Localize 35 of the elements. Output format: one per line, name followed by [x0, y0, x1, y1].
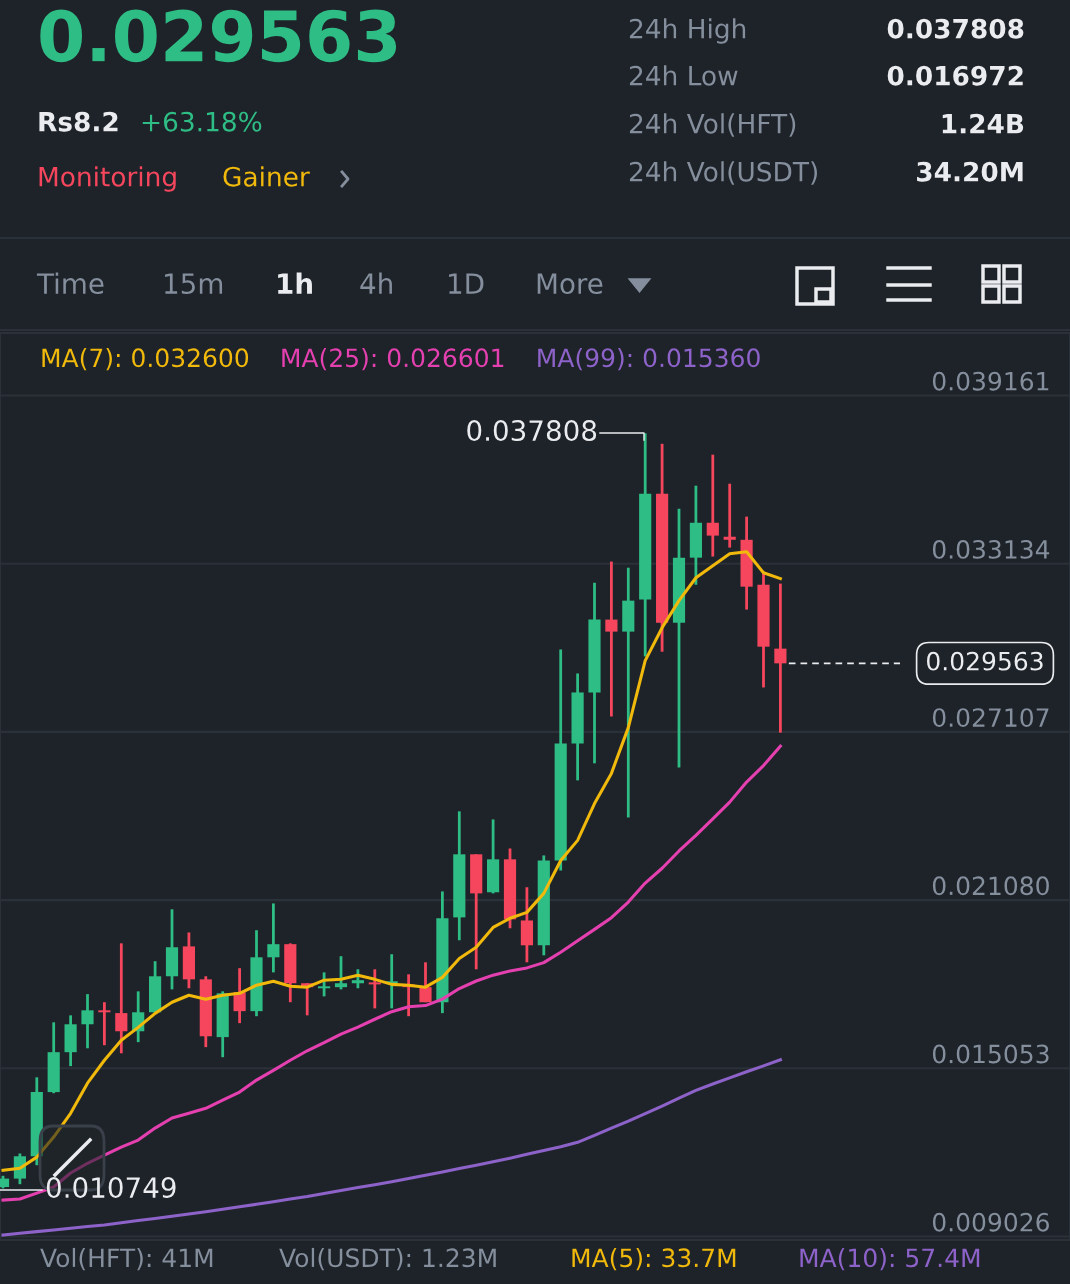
y-tick-label: 0.009026	[932, 1212, 1049, 1232]
ref-line-label: 0.029563	[927, 651, 1043, 671]
text: 0.016972	[887, 65, 1023, 86]
text: 0.037808	[887, 18, 1024, 39]
y-tick-label: 0.015053	[932, 1044, 1049, 1064]
text: Vol(USDT): 1.23M	[279, 1247, 496, 1271]
text: MA(5): 33.7M	[572, 1247, 736, 1271]
text: 1.24B	[942, 113, 1024, 134]
annotation: 0.037808	[467, 420, 597, 442]
text: Rs8.2	[39, 111, 118, 132]
text: 34.20M	[917, 161, 1023, 182]
text: Gainer	[223, 166, 310, 187]
annotation: 0.010749	[46, 1177, 176, 1199]
y-tick-label: 0.039161	[932, 371, 1049, 391]
text: Vol(HFT): 41M	[40, 1247, 213, 1271]
y-tick-label: 0.033134	[932, 539, 1050, 559]
text: MA(7): 0.032600	[42, 347, 249, 371]
text: 1D	[449, 273, 484, 294]
text: 24h Vol(HFT)	[629, 113, 796, 137]
text: Time	[36, 272, 104, 295]
text: 24h High	[629, 18, 746, 44]
text: 4h	[360, 272, 392, 294]
text: 24h Vol(USDT)	[629, 161, 817, 185]
y-tick-label: 0.027107	[932, 708, 1049, 728]
text: 15m	[165, 273, 223, 295]
text: MA(25): 0.026601	[282, 347, 504, 371]
text: MA(99): 0.015360	[538, 347, 760, 371]
y-tick-label: 0.021080	[932, 876, 1049, 896]
text: 1h	[278, 272, 312, 294]
text: More	[537, 273, 603, 295]
text: Monitoring	[39, 166, 176, 192]
text: +63.18%	[142, 111, 262, 132]
text: MA(10): 57.4M	[800, 1247, 980, 1271]
text: 0.029563	[40, 9, 397, 63]
text: 24h Low	[629, 65, 738, 86]
